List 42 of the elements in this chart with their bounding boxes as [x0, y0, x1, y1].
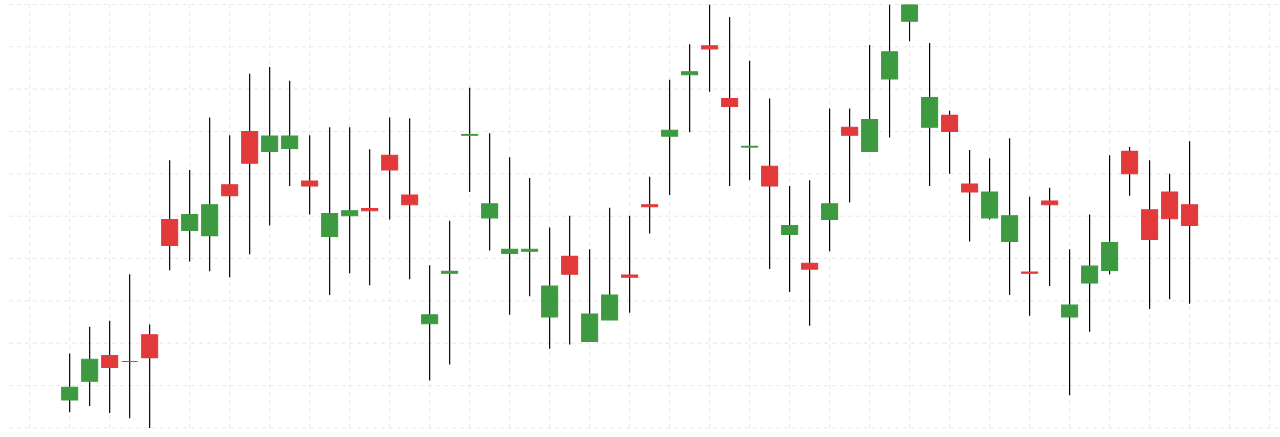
candlestick — [761, 97, 779, 270]
candlestick — [301, 134, 319, 216]
candlestick — [421, 264, 439, 382]
candlestick — [1021, 196, 1039, 317]
candlestick — [361, 148, 379, 286]
candlestick — [381, 116, 399, 221]
candlestick — [181, 169, 199, 263]
candlestick — [621, 215, 639, 314]
candlestick — [81, 326, 99, 407]
candlestick — [1181, 140, 1199, 305]
candlestick — [61, 352, 79, 413]
candlestick — [821, 107, 839, 252]
candlestick — [681, 43, 699, 133]
candlestick — [101, 320, 119, 414]
candlestick — [1041, 187, 1059, 287]
candlestick — [321, 126, 339, 296]
candlestick — [701, 4, 719, 93]
candlestick — [441, 220, 459, 365]
candlestick — [961, 149, 979, 243]
candlestick — [221, 134, 239, 278]
candlestick — [741, 60, 759, 181]
candlestick — [341, 126, 359, 274]
candlestick — [561, 215, 579, 346]
candlestick — [641, 176, 659, 235]
candlestick — [941, 110, 959, 175]
candlestick — [281, 80, 299, 187]
candlestick — [261, 66, 279, 227]
candlestick — [461, 87, 479, 193]
candlestick — [801, 179, 819, 327]
candlestick — [521, 177, 539, 297]
candlestick — [1121, 146, 1139, 197]
candlestick — [401, 117, 419, 280]
candlestick — [481, 132, 499, 252]
candlestick — [661, 79, 679, 196]
candlestick — [121, 273, 139, 419]
candlestick — [501, 156, 519, 316]
candlestick — [1081, 213, 1099, 333]
candlestick — [721, 16, 739, 187]
candlestick — [1061, 248, 1079, 396]
candlestick — [781, 185, 799, 293]
candlestick — [141, 323, 159, 428]
candlestick — [841, 107, 859, 204]
